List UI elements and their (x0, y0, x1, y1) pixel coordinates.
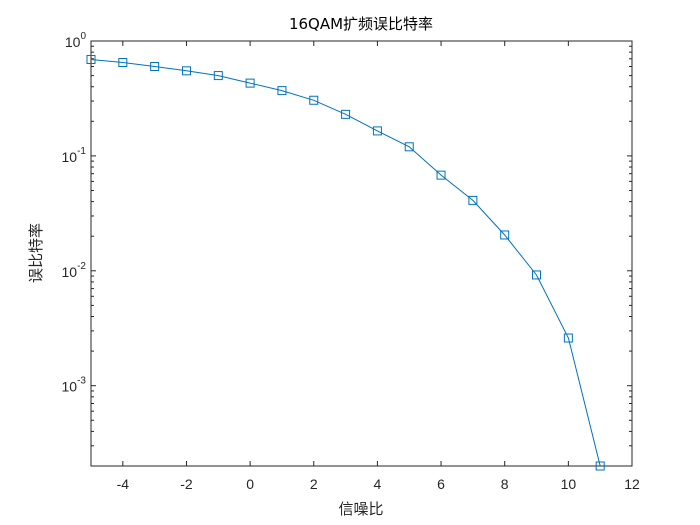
series-markers (86, 55, 605, 471)
x-tick-label: 4 (374, 476, 382, 492)
chart-title: 16QAM扩频误比特率 (289, 15, 433, 33)
data-point-marker (468, 195, 478, 205)
data-point-marker (277, 86, 287, 96)
y-axis-label: 误比特率 (27, 223, 45, 283)
y-tick-label: 10-3 (62, 376, 87, 395)
y-tick-label: 10-2 (62, 261, 87, 280)
data-point-marker (309, 95, 319, 105)
y-tick-label: 100 (65, 31, 87, 50)
x-tick-label: 10 (561, 476, 577, 492)
data-point-marker (595, 461, 605, 471)
axis-ticks (91, 40, 633, 467)
data-point-marker (500, 230, 510, 240)
x-tick-label: -4 (117, 476, 130, 492)
data-point-marker (213, 71, 223, 81)
y-tick-label: 10-1 (62, 146, 87, 165)
x-tick-label: 8 (501, 476, 509, 492)
data-point-marker (532, 270, 542, 280)
x-tick-label: 0 (246, 476, 254, 492)
x-axis-label: 信噪比 (338, 500, 383, 518)
data-point-marker (436, 170, 446, 180)
data-point-marker (341, 109, 351, 119)
data-point-marker (150, 61, 160, 71)
series-line (90, 59, 601, 467)
data-point-marker (563, 333, 573, 343)
plot-area (90, 40, 633, 467)
x-tick-label: 2 (310, 476, 318, 492)
x-tick-label: -2 (180, 476, 193, 492)
data-point-marker (404, 142, 414, 152)
x-tick-labels: -4 -2 0 2 4 6 8 10 12 (117, 476, 640, 492)
data-point-marker (86, 55, 96, 65)
x-tick-label: 6 (437, 476, 445, 492)
data-point-marker (372, 126, 382, 136)
x-tick-label: 12 (624, 476, 640, 492)
data-point-marker (181, 66, 191, 76)
data-point-marker (245, 78, 255, 88)
y-tick-labels: 10-3 10-2 10-1 100 (62, 31, 87, 395)
data-point-marker (118, 57, 128, 67)
